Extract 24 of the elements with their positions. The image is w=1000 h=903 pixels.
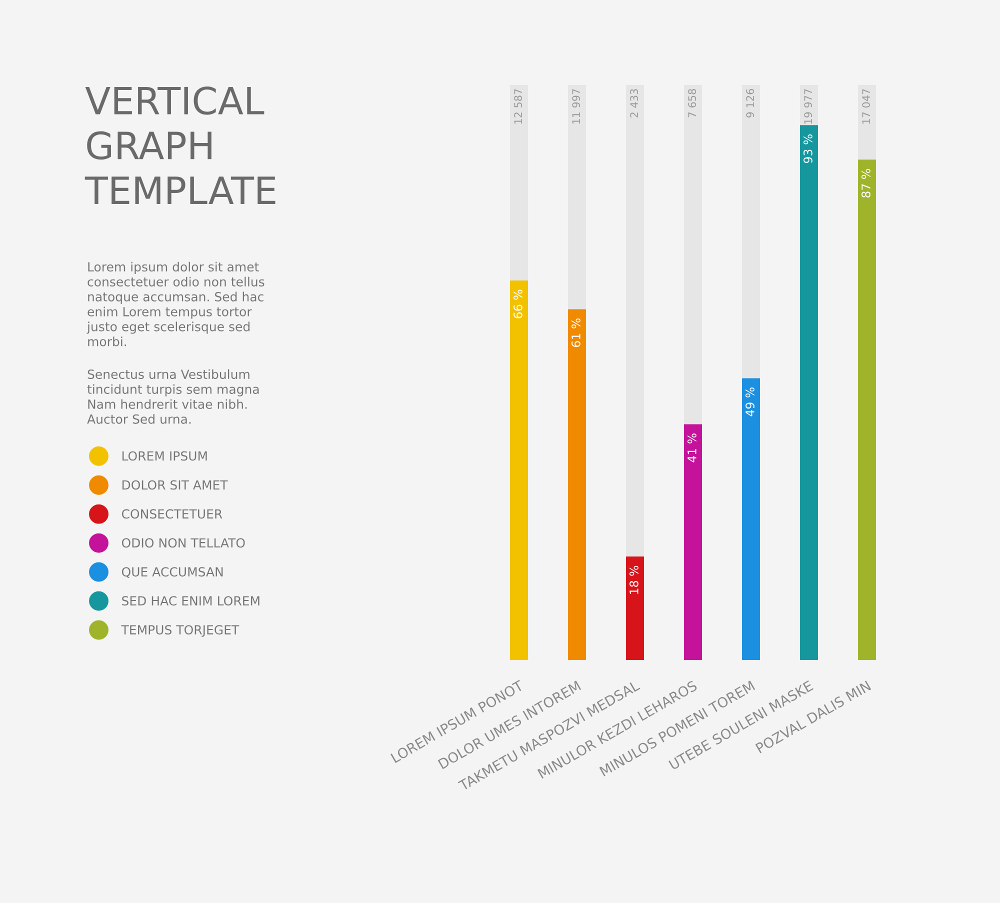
legend-label: TEMPUS TORJEGET [121,625,240,637]
legend-label: DOLOR SIT AMET [122,480,228,490]
annotation: 19 977 [804,89,812,124]
text: Senectus urna Vestibulum tincidunt turpis sem magna Nam hendrerit vitae nibh. Auctor Sed urna. [87,369,259,424]
data-label: 66 % [513,290,522,318]
legend-label: QUE ACCUMSAN [122,567,223,578]
annotation: 12 587 [514,89,522,124]
annotation: 11 997 [572,89,580,124]
data-label: 93 % [803,134,812,164]
data-label: 18 % [629,566,638,594]
annotation: 2 433 [630,89,638,118]
data-label: 61 % [571,318,580,348]
text: Lorem ipsum dolor sit amet consectetuer odio non tellus natoque accumsan. Sed hac enim Lorem tempus tortor justo eget scelerisque sed morbi. [86,262,264,346]
text: VERTICAL GRAPH TEMPLATE [84,86,276,204]
legend-label: LOREM IPSUM [122,451,207,461]
data-label: 87 % [861,168,870,198]
data-label: 49 % [745,388,754,416]
legend-label: CONSECTETUER [122,509,222,519]
annotation: 9 126 [746,88,754,118]
data-label: 41 % [687,434,696,462]
annotation: 7 658 [688,89,696,118]
legend-label: ODIO NON TELLATO [122,538,245,548]
annotation: 17 047 [862,89,870,124]
legend-label: SED HAC ENIM LOREM [122,596,260,606]
